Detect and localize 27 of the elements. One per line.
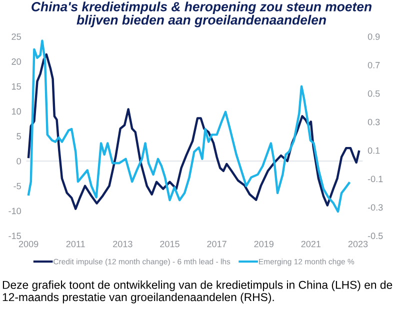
- text: Deze grafiek toont de ontwikkeling van de kredietimpuls in China (LHS) en de 12-maands prestatie van groeilandenaandelen (RHS).: [2, 280, 392, 304]
- y2-tick-label: -0.1: [368, 176, 383, 182]
- x-tick-label: 2019: [254, 240, 274, 248]
- y2-tick-label: 0.1: [368, 147, 380, 154]
- x-tick-label: 2015: [160, 240, 180, 248]
- y-tick-label: 20: [12, 58, 21, 65]
- y2-tick-label: -0.5: [368, 232, 383, 240]
- y2-tick-label: 0.9: [368, 33, 380, 40]
- y2-tick-label: 0.3: [368, 118, 380, 126]
- y2-tick-label: -0.3: [368, 204, 383, 211]
- y-tick-label: -5: [14, 182, 21, 190]
- x-tick-label: 2011: [66, 240, 85, 248]
- y-tick-label: 15: [12, 83, 21, 90]
- y-tick-label: 25: [12, 33, 21, 40]
- x-tick-label: 2021: [301, 240, 321, 248]
- y-tick-label: -10: [8, 208, 21, 214]
- x-tick-label: 2017: [207, 240, 226, 248]
- y-tick-label: 5: [16, 133, 21, 140]
- x-tick-label: 2013: [113, 240, 132, 248]
- x-tick-label: 2009: [18, 240, 38, 248]
- y-tick-label: -15: [8, 232, 21, 240]
- x-tick-label: 2023: [348, 240, 368, 248]
- y2-tick-label: 0.5: [368, 90, 380, 97]
- y2-tick-label: 0.7: [368, 62, 380, 68]
- chart-title: China's kredietimpuls & heropening zou steun moeten blijven bieden aan groeilandenaandelen: [32, 2, 372, 28]
- y-tick-label: 0: [16, 158, 21, 164]
- y-tick-label: 10: [12, 108, 21, 115]
